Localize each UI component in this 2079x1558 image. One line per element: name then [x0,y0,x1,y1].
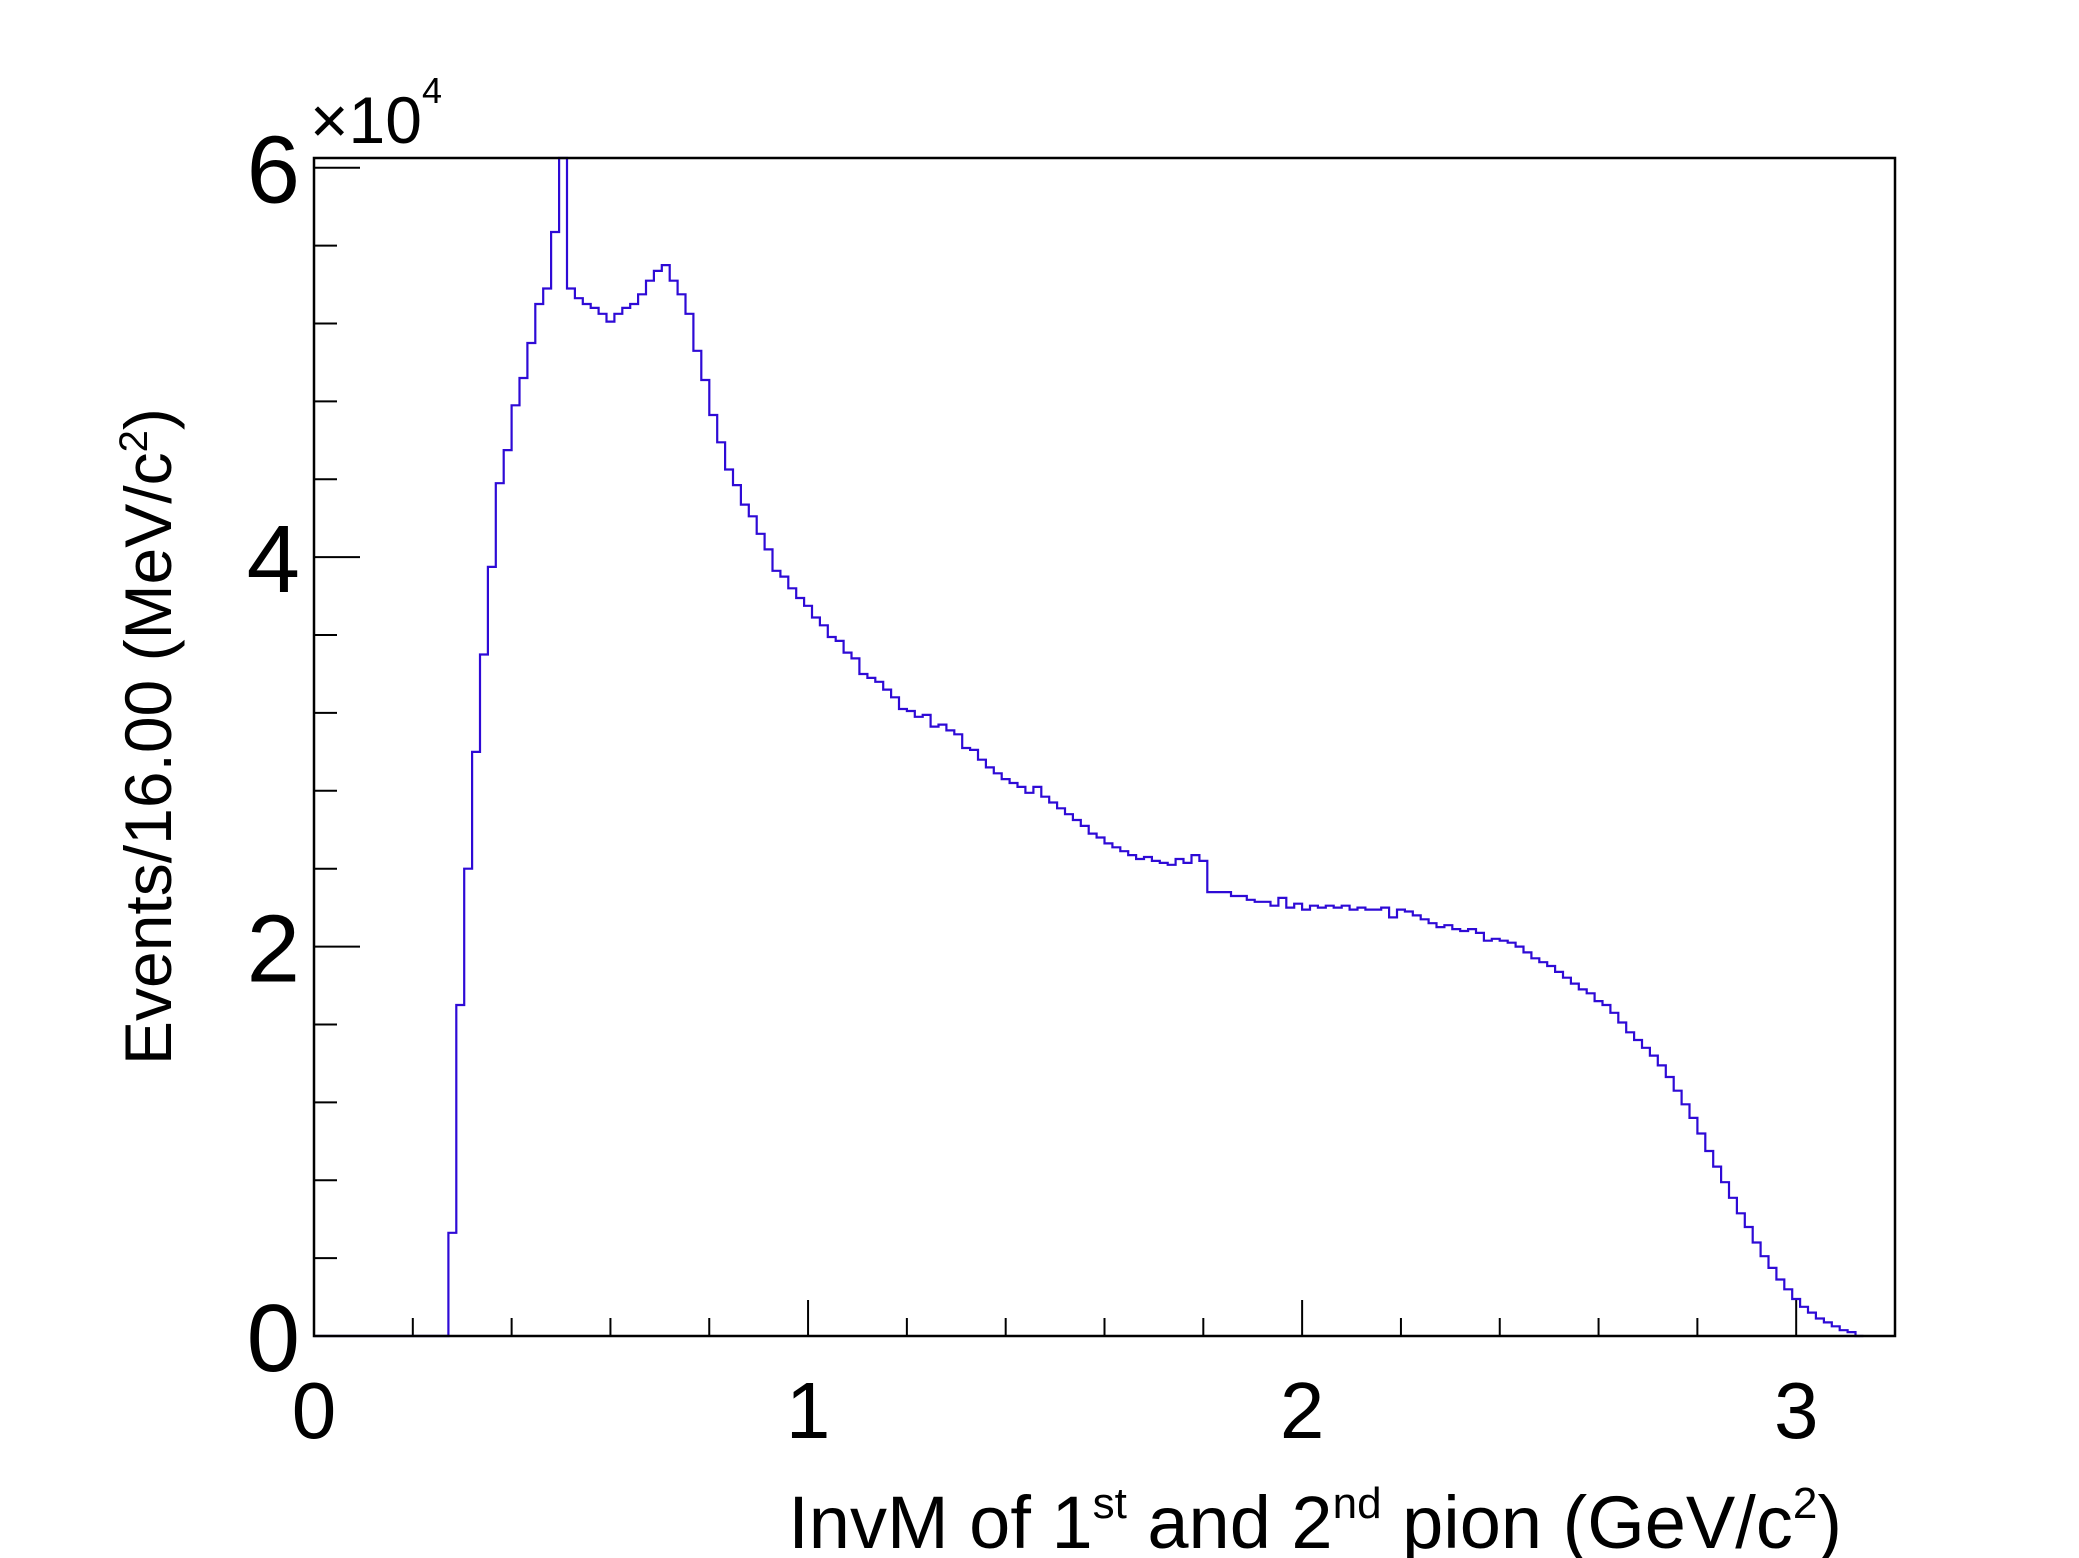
x-major-ticks [313,1300,1798,1336]
y-axis-label: Events/16.00 (MeV/c2) [111,408,185,1065]
y-multiplier-exponent: 4 [422,70,442,111]
y-axis-label-end: ) [111,408,185,430]
y-tick-label: 0 [247,1285,300,1392]
y-major-ticks [314,166,360,1337]
y-tick-label: 4 [247,506,300,613]
x-tick-labels: 0 1 2 3 [292,1366,1819,1455]
x-tick-label: 0 [292,1366,337,1455]
plot-frame [312,156,1897,1338]
x-axis-label-part3: pion (GeV/c [1382,1481,1793,1558]
y-axis-label-main: Events/16.00 (MeV/c [111,452,185,1065]
y-multiplier-base: ×10 [310,83,422,157]
y-minor-ticks [314,244,337,1260]
y-tick-labels: 0 2 4 6 [247,117,300,1392]
y-axis-label-sup: 2 [112,430,156,452]
x-minor-ticks [411,1318,1896,1336]
x-axis-label-end: ) [1817,1481,1842,1558]
x-tick-label: 3 [1774,1366,1819,1455]
x-axis-label-sup3: 2 [1793,1479,1817,1528]
x-axis-label-sup1: st [1093,1479,1127,1528]
histogram-series-line [314,156,1864,1338]
x-axis-label-sup2: nd [1333,1479,1382,1528]
x-tick-label: 2 [1280,1366,1325,1455]
x-axis-label: InvM of 1st and 2nd pion (GeV/c2) [788,1479,1842,1558]
y-tick-label: 6 [247,117,300,224]
y-multiplier: ×104 [310,70,442,157]
y-tick-label: 2 [247,896,300,1003]
x-tick-label: 1 [786,1366,831,1455]
x-axis-label-part1: InvM of 1 [788,1481,1092,1558]
x-axis-label-part2: and 2 [1127,1481,1333,1558]
